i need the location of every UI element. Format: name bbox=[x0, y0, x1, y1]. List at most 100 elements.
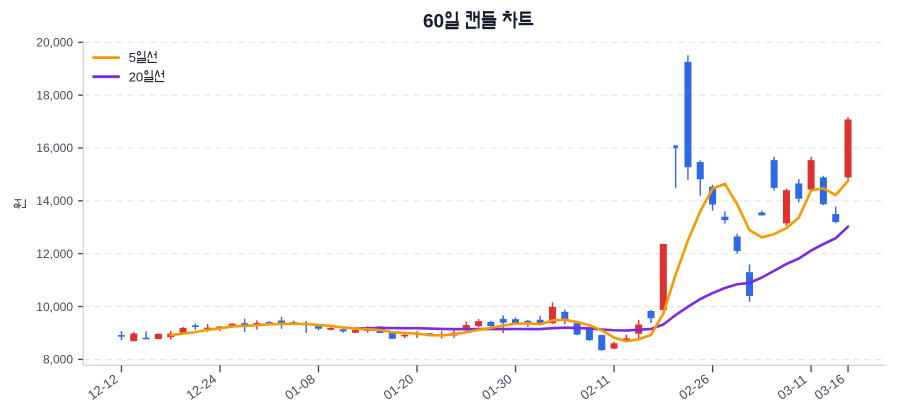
candle-body bbox=[142, 337, 150, 340]
candle-body bbox=[117, 335, 125, 337]
legend-label[interactable]: 5 bbox=[129, 50, 157, 65]
candle[interactable] bbox=[598, 334, 606, 351]
svg-text:5: 5 bbox=[129, 50, 136, 65]
x-tick-label: 02-26 bbox=[676, 371, 712, 403]
candle[interactable] bbox=[782, 188, 790, 226]
candle-body bbox=[770, 160, 778, 188]
candle-body bbox=[709, 186, 717, 205]
candle[interactable] bbox=[475, 318, 483, 328]
candle-body bbox=[314, 326, 322, 329]
legend-label[interactable]: 20 bbox=[129, 69, 165, 84]
candle[interactable] bbox=[647, 309, 655, 323]
candle-body bbox=[647, 311, 655, 319]
svg-text:01-08: 01-08 bbox=[282, 371, 318, 403]
x-tick-label: 12-24 bbox=[183, 371, 219, 403]
y-axis-title bbox=[13, 199, 26, 209]
candle-body bbox=[659, 243, 667, 310]
candle-body bbox=[832, 214, 840, 222]
candle-body bbox=[253, 322, 261, 325]
candle-body bbox=[204, 327, 212, 330]
y-tick-label: 12,000 bbox=[36, 247, 73, 261]
svg-text:02-11: 02-11 bbox=[578, 372, 613, 403]
y-tick-label: 16,000 bbox=[36, 141, 73, 155]
candle[interactable] bbox=[696, 160, 704, 196]
candle-body bbox=[696, 162, 704, 180]
ma5-line bbox=[169, 179, 850, 343]
candle-body bbox=[733, 236, 741, 252]
candle[interactable] bbox=[610, 341, 618, 350]
svg-text:12-24: 12-24 bbox=[183, 371, 219, 403]
candle-body bbox=[721, 216, 729, 221]
candle-body bbox=[388, 331, 396, 339]
candle[interactable] bbox=[142, 331, 150, 340]
candle-body bbox=[758, 212, 766, 216]
candle-body bbox=[499, 318, 507, 323]
candle-body bbox=[598, 335, 606, 351]
y-tick-label: 20,000 bbox=[36, 36, 73, 50]
candle-body bbox=[351, 330, 359, 333]
y-gridlines: 8,000 10,000 12,000 14,000 16,000 18,000 20,00… bbox=[36, 36, 886, 367]
candle-body bbox=[154, 333, 162, 340]
svg-text:03-11: 03-11 bbox=[775, 372, 810, 403]
candle[interactable] bbox=[659, 243, 667, 313]
svg-text:01-20: 01-20 bbox=[381, 371, 417, 403]
x-tick-label: 03-11 bbox=[775, 372, 810, 403]
x-tick-label: 12-12 bbox=[85, 371, 121, 403]
candle-body bbox=[191, 325, 199, 327]
candle[interactable] bbox=[117, 331, 125, 341]
candle[interactable] bbox=[339, 328, 347, 333]
candle-body bbox=[561, 311, 569, 320]
svg-text:02-26: 02-26 bbox=[676, 371, 712, 403]
candle-body bbox=[782, 190, 790, 224]
ma20-line bbox=[354, 225, 850, 332]
candle[interactable] bbox=[770, 156, 778, 191]
candle-body bbox=[462, 325, 470, 329]
svg-text:20: 20 bbox=[129, 69, 144, 84]
candle-body bbox=[610, 343, 618, 349]
candle-body bbox=[512, 319, 520, 324]
candle[interactable] bbox=[191, 323, 199, 330]
candle-body bbox=[548, 306, 556, 324]
candle[interactable] bbox=[844, 117, 852, 180]
candle[interactable] bbox=[684, 55, 692, 180]
candle[interactable] bbox=[832, 206, 840, 224]
candle-body bbox=[327, 327, 335, 330]
candle-body bbox=[844, 119, 852, 178]
x-axis-ticks: 12-12 12-24 01-08 01-20 01-30 02-11 02-26 03-11… bbox=[85, 365, 849, 403]
candle-body bbox=[684, 61, 692, 168]
candle-body bbox=[130, 333, 138, 342]
candle[interactable] bbox=[327, 327, 335, 331]
candle-body bbox=[241, 323, 249, 326]
y-tick-label: 14,000 bbox=[36, 194, 73, 208]
candle[interactable] bbox=[819, 175, 827, 206]
x-tick-label: 01-30 bbox=[479, 371, 515, 403]
x-tick-label: 03-16 bbox=[812, 371, 848, 403]
candle[interactable] bbox=[561, 309, 569, 325]
candle-body bbox=[339, 329, 347, 332]
candle-body bbox=[585, 327, 593, 341]
candle[interactable] bbox=[807, 156, 815, 192]
candle-body bbox=[819, 177, 827, 205]
y-tick-label: 8,000 bbox=[43, 353, 73, 367]
candle-body bbox=[622, 338, 630, 341]
candle-body bbox=[487, 321, 495, 327]
candle-body bbox=[536, 319, 544, 325]
candle[interactable] bbox=[154, 333, 162, 340]
candle[interactable] bbox=[758, 210, 766, 216]
svg-text:03-16: 03-16 bbox=[812, 371, 848, 403]
candle[interactable] bbox=[721, 211, 729, 224]
svg-text:60: 60 bbox=[423, 12, 444, 33]
x-tick-label: 01-08 bbox=[282, 371, 318, 403]
candle-body bbox=[278, 320, 286, 324]
candle[interactable] bbox=[487, 320, 495, 327]
candle-body bbox=[795, 183, 803, 199]
candle[interactable] bbox=[462, 321, 470, 333]
candle[interactable] bbox=[130, 332, 138, 342]
candle[interactable] bbox=[795, 179, 803, 203]
candle[interactable] bbox=[733, 233, 741, 254]
candle-body bbox=[265, 322, 273, 324]
candle-body bbox=[673, 145, 678, 149]
candle[interactable] bbox=[673, 145, 678, 189]
